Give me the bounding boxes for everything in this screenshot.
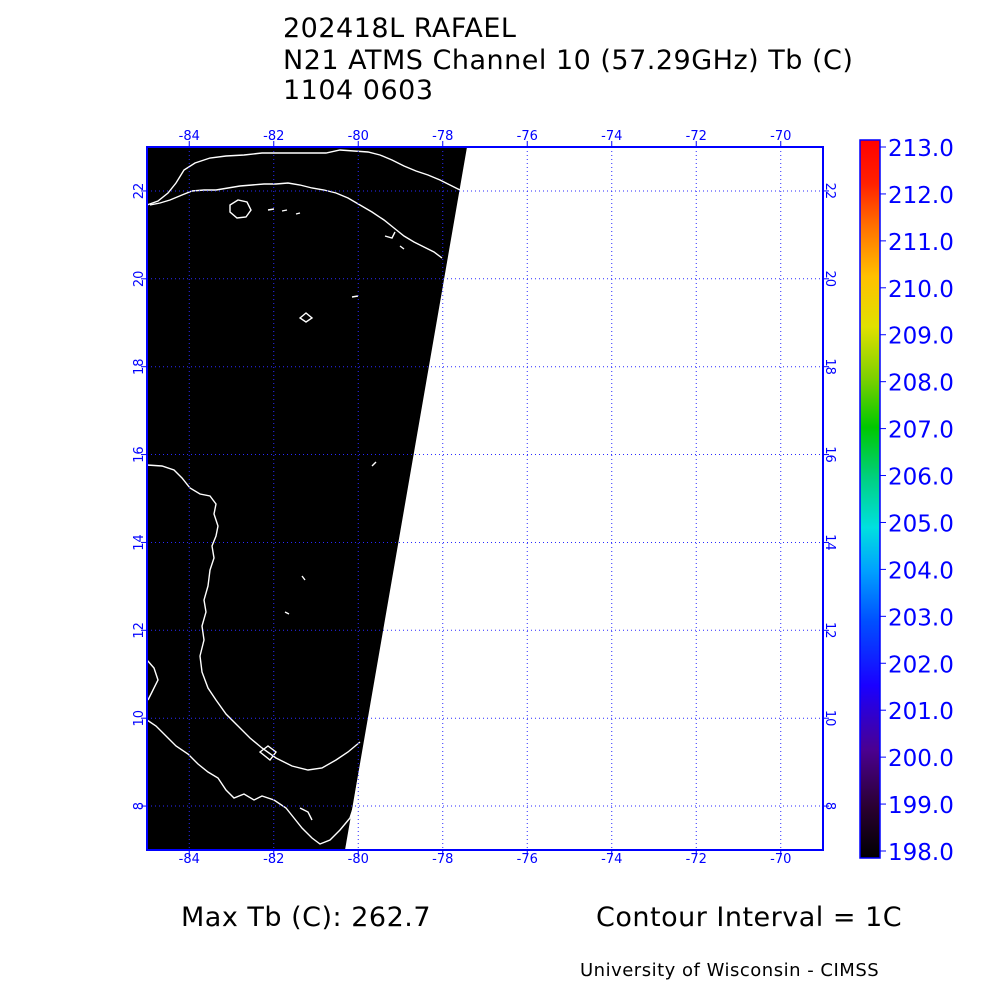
lon-label-bottom: -70 [770,852,791,867]
lat-label-right: 8 [822,802,837,810]
colorbar-label: 201.0 [888,699,954,725]
colorbar-label: 205.0 [888,511,954,537]
colorbar-label: 211.0 [888,230,954,256]
lon-label-bottom: -84 [179,852,200,867]
lon-label-bottom: -74 [601,852,622,867]
lat-label-left: 10 [132,710,147,727]
lon-label-bottom: -78 [432,852,453,867]
colorbar-label: 207.0 [888,418,954,444]
lon-label-bottom: -82 [263,852,284,867]
colorbar-label: 199.0 [888,793,954,819]
max-tb-label: Max Tb (C): 262.7 [181,902,432,933]
colorbar-label: 204.0 [888,558,954,584]
lon-label-bottom: -76 [517,852,538,867]
lat-label-left: 22 [132,183,147,200]
lat-label-right: 16 [822,446,837,463]
data-swath [147,147,467,850]
colorbar-label: 209.0 [888,324,954,350]
lon-label-bottom: -80 [348,852,369,867]
lat-label-left: 16 [132,446,147,463]
lon-label-top: -84 [179,129,200,144]
colorbar-label: 202.0 [888,652,954,678]
grid-lines [147,147,823,850]
lat-label-right: 14 [822,534,837,551]
lon-label-bottom: -72 [686,852,707,867]
lat-label-left: 18 [132,358,147,375]
lat-label-left: 14 [132,534,147,551]
colorbar-label: 206.0 [888,465,954,491]
lon-label-top: -70 [770,129,791,144]
lat-label-left: 12 [132,622,147,639]
colorbar-label: 203.0 [888,605,954,631]
map-frame [146,146,824,851]
lon-label-top: -72 [686,129,707,144]
lon-label-top: -76 [517,129,538,144]
lat-label-right: 22 [822,183,837,200]
lat-label-left: 20 [132,271,147,288]
lat-label-right: 18 [822,358,837,375]
title-datetime: 1104 0603 [283,75,434,106]
title-sensor: N21 ATMS Channel 10 (57.29GHz) Tb (C) [283,45,854,76]
lon-label-top: -74 [601,129,622,144]
colorbar-label: 208.0 [888,371,954,397]
lon-label-top: -80 [348,129,369,144]
colorbar-label: 212.0 [888,183,954,209]
colorbar-label: 200.0 [888,746,954,772]
lon-label-top: -78 [432,129,453,144]
title-storm: 202418L RAFAEL [283,13,517,44]
colorbar-ticks: 213.0 212.0 211.0 210.0 209.0 208.0 207.0 206.0… [880,136,954,866]
credit-label: University of Wisconsin - CIMSS [580,960,880,981]
contour-interval-label: Contour Interval = 1C [596,902,903,933]
axis-ticks: -84 -84 -82 -82 -80 -80 -78 -78 -76 -76 -74 -74 -72 -… [132,129,837,867]
colorbar-label: 198.0 [888,840,954,866]
colorbar-label: 210.0 [888,277,954,303]
lat-label-right: 10 [822,710,837,727]
lat-label-left: 8 [132,802,147,810]
lon-label-top: -82 [263,129,284,144]
colorbar [859,139,881,859]
lat-label-right: 12 [822,622,837,639]
lat-label-right: 20 [822,271,837,288]
colorbar-label: 213.0 [888,136,954,162]
